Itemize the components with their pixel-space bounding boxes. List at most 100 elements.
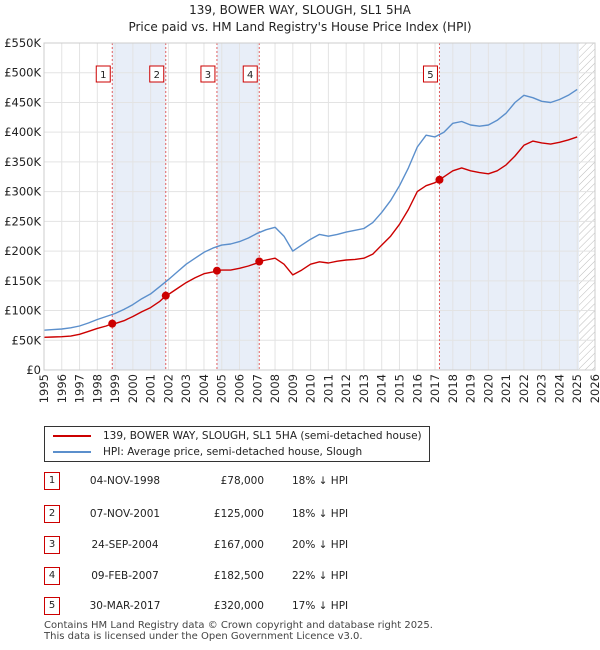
x-tick-label: 2010	[304, 374, 318, 403]
x-tick-label: 1997	[73, 374, 87, 403]
plot-area: 1 2 3 4 5 £0 £50K £100K £150K £200K £250K £300K £350…	[4, 36, 600, 403]
x-tick-label: 2003	[179, 374, 193, 403]
x-tick-label: 2021	[499, 374, 513, 403]
footer-attribution: Contains HM Land Registry data © Crown c…	[44, 620, 433, 642]
x-tick-label: 2001	[144, 374, 158, 403]
y-tick-label: £100K	[4, 304, 41, 318]
footer-copyright: Contains HM Land Registry data © Crown c…	[44, 620, 433, 631]
sale-hpi-diff: 18% ↓ HPI	[292, 508, 349, 520]
sale-label-box	[242, 65, 258, 83]
x-tick-label: 2023	[535, 374, 549, 403]
plot-frame	[43, 42, 596, 371]
sale-number-badge: 5	[44, 597, 60, 615]
series-line-hpi	[43, 88, 578, 331]
sale-row: 4 09-FEB-2007 £182,500 22% ↓ HPI	[0, 567, 600, 585]
sale-label-number: 2	[154, 70, 160, 81]
x-tick-label: 2009	[286, 374, 300, 403]
x-tick-label: 1999	[108, 374, 122, 403]
legend-entry-hpi: HPI: Average price, semi-detached house,…	[53, 444, 362, 460]
legend-label-property: 139, BOWER WAY, SLOUGH, SL1 5HA (semi-de…	[103, 430, 422, 442]
y-tick-label: £50K	[12, 333, 42, 347]
x-tick-label: 2019	[464, 374, 478, 403]
sale-period-shade	[439, 43, 580, 370]
legend: 139, BOWER WAY, SLOUGH, SL1 5HA (semi-de…	[44, 426, 430, 462]
sale-price: £125,000	[213, 508, 264, 520]
sale-price: £182,500	[213, 570, 264, 582]
sale-date: 24-SEP-2004	[91, 539, 159, 551]
sale-point	[435, 175, 444, 184]
x-tick-label: 2006	[233, 374, 247, 403]
sale-label-number: 5	[427, 70, 433, 81]
sale-number-badge: 1	[44, 472, 60, 490]
x-tick-label: 2012	[339, 374, 353, 403]
sale-row: 2 07-NOV-2001 £125,000 18% ↓ HPI	[0, 505, 600, 523]
sale-point	[255, 257, 264, 266]
sale-row: 5 30-MAR-2017 £320,000 17% ↓ HPI	[0, 597, 600, 615]
x-tick-label: 2002	[161, 374, 175, 403]
chart-title: 139, BOWER WAY, SLOUGH, SL1 5HA	[189, 3, 412, 17]
sale-price: £320,000	[213, 600, 264, 612]
x-tick-label: 2017	[428, 374, 442, 403]
legend-entry-property: 139, BOWER WAY, SLOUGH, SL1 5HA (semi-de…	[53, 428, 422, 444]
sale-date: 09-FEB-2007	[91, 570, 159, 582]
y-tick-label: £250K	[4, 214, 41, 228]
sale-hpi-diff: 18% ↓ HPI	[292, 475, 349, 487]
x-tick-label: 2011	[321, 374, 335, 403]
sale-label-number: 3	[205, 70, 211, 81]
y-tick-label: £0	[26, 363, 41, 377]
price-chart: 139, BOWER WAY, SLOUGH, SL1 5HA Price pa…	[4, 3, 600, 403]
x-tick-label: 2020	[481, 374, 495, 403]
sale-date: 04-NOV-1998	[89, 475, 161, 487]
sale-label-box	[95, 65, 111, 83]
sale-row: 3 24-SEP-2004 £167,000 20% ↓ HPI	[0, 536, 600, 554]
y-tick-label: £300K	[4, 185, 41, 199]
sale-point	[108, 319, 117, 328]
sale-date: 07-NOV-2001	[89, 508, 161, 520]
x-tick-label: 2018	[446, 374, 460, 403]
legend-swatch-property	[53, 435, 91, 437]
forecast-hatch	[579, 43, 595, 370]
x-tick-label: 2004	[197, 374, 211, 403]
sale-label-number: 4	[247, 70, 253, 81]
series-line-property	[43, 136, 578, 338]
sale-price: £78,000	[220, 475, 264, 487]
sale-label-box	[200, 65, 216, 83]
x-tick-label: 2013	[357, 374, 371, 403]
y-tick-label: £350K	[4, 155, 41, 169]
sale-point	[161, 291, 170, 300]
sale-date: 30-MAR-2017	[89, 600, 161, 612]
sale-point	[212, 266, 221, 275]
sale-number-badge: 2	[44, 505, 60, 523]
y-tick-label: £200K	[4, 244, 41, 258]
sale-row: 1 04-NOV-1998 £78,000 18% ↓ HPI	[0, 472, 600, 490]
y-tick-label: £550K	[4, 36, 41, 50]
x-tick-label: 2000	[126, 374, 140, 403]
sale-label-box	[149, 65, 165, 83]
x-tick-label: 2025	[570, 374, 584, 403]
legend-label-hpi: HPI: Average price, semi-detached house,…	[103, 446, 363, 458]
x-tick-label: 2014	[375, 374, 389, 403]
y-tick-label: £500K	[4, 66, 41, 80]
sale-label-box	[422, 65, 438, 83]
sale-number-badge: 3	[44, 536, 60, 554]
sale-label-number: 1	[100, 70, 106, 81]
x-tick-label: 2016	[410, 374, 424, 403]
sale-price: £167,000	[213, 539, 264, 551]
y-tick-label: £150K	[4, 274, 41, 288]
x-tick-label: 2015	[392, 374, 406, 403]
footer-license: This data is licensed under the Open Gov…	[44, 631, 363, 642]
x-tick-label: 2022	[517, 374, 531, 403]
legend-swatch-hpi	[53, 451, 91, 453]
x-tick-label: 2007	[250, 374, 264, 403]
x-tick-label: 1995	[37, 374, 51, 403]
x-tick-label: 1998	[90, 374, 104, 403]
x-tick-label: 2024	[552, 374, 566, 403]
y-tick-label: £450K	[4, 95, 41, 109]
sale-number-badge: 4	[44, 567, 60, 585]
sale-hpi-diff: 17% ↓ HPI	[292, 600, 349, 612]
sale-period-shade	[216, 43, 260, 370]
chart-subtitle: Price paid vs. HM Land Registry's House …	[128, 20, 471, 34]
y-tick-label: £400K	[4, 125, 41, 139]
sale-hpi-diff: 20% ↓ HPI	[292, 539, 349, 551]
sale-hpi-diff: 22% ↓ HPI	[292, 570, 349, 582]
